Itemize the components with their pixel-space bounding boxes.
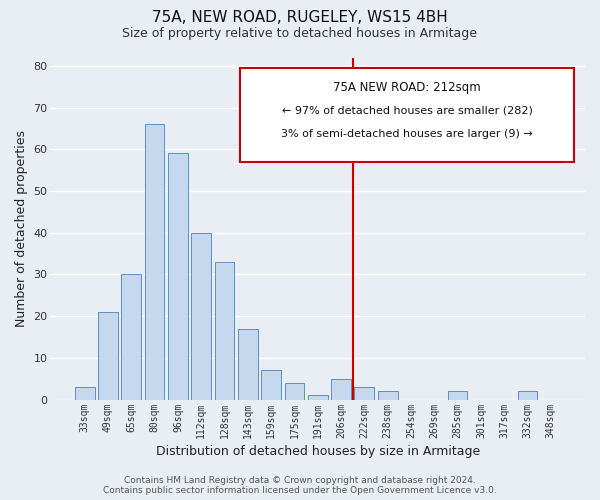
Bar <box>284 383 304 400</box>
Text: 75A NEW ROAD: 212sqm: 75A NEW ROAD: 212sqm <box>334 82 481 94</box>
Bar <box>191 232 211 400</box>
FancyBboxPatch shape <box>240 68 574 162</box>
Bar <box>518 391 538 400</box>
Bar <box>98 312 118 400</box>
Bar <box>168 154 188 400</box>
Bar <box>378 391 398 400</box>
Bar <box>121 274 141 400</box>
Text: Contains HM Land Registry data © Crown copyright and database right 2024.: Contains HM Land Registry data © Crown c… <box>124 476 476 485</box>
Bar <box>75 387 95 400</box>
Bar <box>448 391 467 400</box>
Text: Size of property relative to detached houses in Armitage: Size of property relative to detached ho… <box>122 28 478 40</box>
Bar <box>308 396 328 400</box>
Bar <box>215 262 235 400</box>
Bar <box>355 387 374 400</box>
Bar <box>145 124 164 400</box>
Text: ← 97% of detached houses are smaller (282): ← 97% of detached houses are smaller (28… <box>282 106 533 116</box>
Text: 3% of semi-detached houses are larger (9) →: 3% of semi-detached houses are larger (9… <box>281 130 533 140</box>
Bar <box>238 328 258 400</box>
Text: 75A, NEW ROAD, RUGELEY, WS15 4BH: 75A, NEW ROAD, RUGELEY, WS15 4BH <box>152 10 448 25</box>
Y-axis label: Number of detached properties: Number of detached properties <box>15 130 28 327</box>
Bar <box>331 378 351 400</box>
Text: Contains public sector information licensed under the Open Government Licence v3: Contains public sector information licen… <box>103 486 497 495</box>
X-axis label: Distribution of detached houses by size in Armitage: Distribution of detached houses by size … <box>155 444 480 458</box>
Bar <box>261 370 281 400</box>
